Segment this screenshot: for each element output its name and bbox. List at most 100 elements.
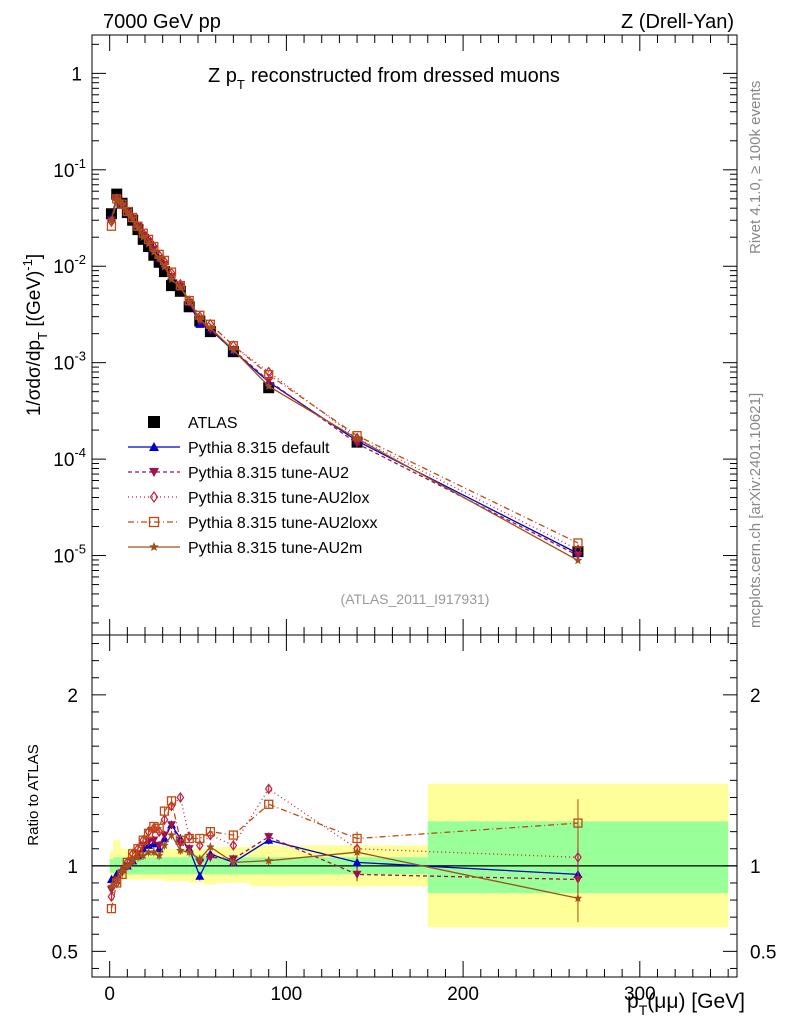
header-right: Z (Drell-Yan)	[621, 11, 734, 33]
main-ytick-label: 10-4	[53, 445, 86, 471]
ratio-point	[160, 814, 169, 826]
ratio-series-3	[106, 796, 583, 914]
ratio-point	[205, 827, 216, 837]
data-point	[133, 221, 143, 231]
legend-marker	[148, 416, 160, 428]
legend-label: Pythia 8.315 tune-AU2loxx	[188, 515, 377, 532]
ratio-point	[107, 881, 116, 890]
ratio-point	[117, 866, 127, 875]
data-point	[122, 206, 132, 217]
ratio-ytick-label-left: 2	[67, 686, 78, 707]
main-title: Z pT reconstructed from dressed muons	[208, 65, 560, 92]
legend-marker	[149, 490, 159, 504]
ratio-frame	[91, 634, 738, 978]
data-point	[154, 254, 164, 263]
legend-label: Pythia 8.315 tune-AU2	[188, 465, 349, 482]
data-point	[167, 274, 176, 284]
data-point	[573, 551, 583, 561]
ratio-point	[264, 783, 273, 795]
legend-marker	[149, 542, 159, 551]
rivet-label: Rivet 4.1.0, ≥ 100k events	[747, 81, 764, 254]
ratio-point	[184, 833, 194, 844]
ratio-point	[160, 840, 169, 849]
ratio-point	[352, 847, 362, 856]
main-ytick-label: 10-1	[53, 156, 86, 182]
data-point	[573, 555, 583, 565]
ratio-point	[195, 833, 205, 844]
data-point	[184, 295, 194, 306]
ratio-point	[159, 831, 169, 840]
ratio-xtick-label: 100	[271, 984, 303, 1005]
ratio-point	[264, 856, 273, 865]
ratio-ytick-label-right: 1	[750, 857, 761, 878]
data-point	[149, 247, 159, 256]
ratio-point	[106, 875, 116, 884]
data-point	[117, 199, 127, 208]
ratio-point	[167, 821, 177, 830]
data-point	[352, 434, 362, 443]
data-point	[144, 239, 153, 248]
ratio-point	[154, 823, 164, 833]
ratio-point	[352, 857, 362, 867]
data-point	[195, 315, 205, 324]
ratio-xlabel: pT(μμ) [GeV]	[627, 990, 745, 1018]
legend-label: Pythia 8.315 tune-AU2m	[188, 540, 362, 557]
band-inner	[203, 855, 216, 875]
ratio-point	[143, 828, 154, 839]
data-point	[206, 323, 215, 332]
ratio-xtick-label: 300	[624, 984, 656, 1005]
data-point	[133, 223, 143, 232]
ratio-point	[128, 856, 137, 865]
ratio-point	[264, 799, 274, 809]
header-left: 7000 GeV pp	[103, 11, 221, 33]
ratio-point	[133, 852, 143, 861]
data-point	[174, 285, 186, 297]
ratio-point	[195, 854, 205, 863]
ratio-point	[106, 903, 117, 914]
ratio-point	[154, 841, 164, 850]
ratio-point	[264, 833, 274, 842]
ratio-point	[573, 893, 583, 902]
analysis-tag: (ATLAS_2011_I917931)	[341, 591, 490, 607]
data-point	[166, 280, 178, 292]
data-point	[148, 249, 160, 261]
legend-label: Pythia 8.315 tune-AU2lox	[188, 490, 369, 507]
main-ytick-label: 10-2	[53, 252, 86, 278]
main-ytick-label: 1	[71, 64, 82, 85]
ratio-point	[205, 853, 215, 862]
ratio-point	[133, 844, 143, 854]
data-point	[128, 214, 137, 223]
main-ytick-label: 10-3	[53, 349, 86, 375]
main-ytick-label: 10-5	[53, 542, 86, 568]
ratio-point	[195, 871, 205, 880]
data-point	[229, 345, 238, 354]
legend-label: ATLAS	[188, 415, 238, 432]
data-point	[158, 266, 170, 278]
data-point	[353, 432, 361, 444]
ratio-point	[149, 836, 159, 845]
ratio-ytick-label-right: 0.5	[750, 942, 776, 963]
ratio-ytick-label-left: 1	[67, 857, 78, 878]
ratio-point	[229, 839, 238, 851]
ratio-xtick-label: 0	[104, 984, 115, 1005]
data-point	[184, 297, 194, 306]
ratio-point	[195, 839, 204, 851]
ratio-panel-ticks: 0.5 0.5 1 1 2 2 0 100 200 300	[52, 635, 776, 1005]
ratio-series-layer	[106, 783, 583, 923]
legend-marker	[149, 442, 159, 451]
data-point	[176, 283, 185, 292]
data-point	[143, 241, 155, 253]
ratio-point	[175, 835, 186, 845]
data-point	[139, 232, 148, 241]
ratio-point	[352, 833, 362, 844]
legend-marker	[148, 516, 160, 528]
ratio-point	[573, 818, 583, 828]
ratio-point	[229, 857, 238, 867]
mcplots-label: mcplots.cern.ch [arXiv:2401.10621]	[747, 393, 764, 628]
ratio-point	[139, 851, 148, 860]
legend-marker	[149, 468, 159, 477]
ratio-xtick-label: 200	[447, 984, 479, 1005]
ratio-point	[176, 791, 185, 803]
series-5	[107, 194, 583, 565]
